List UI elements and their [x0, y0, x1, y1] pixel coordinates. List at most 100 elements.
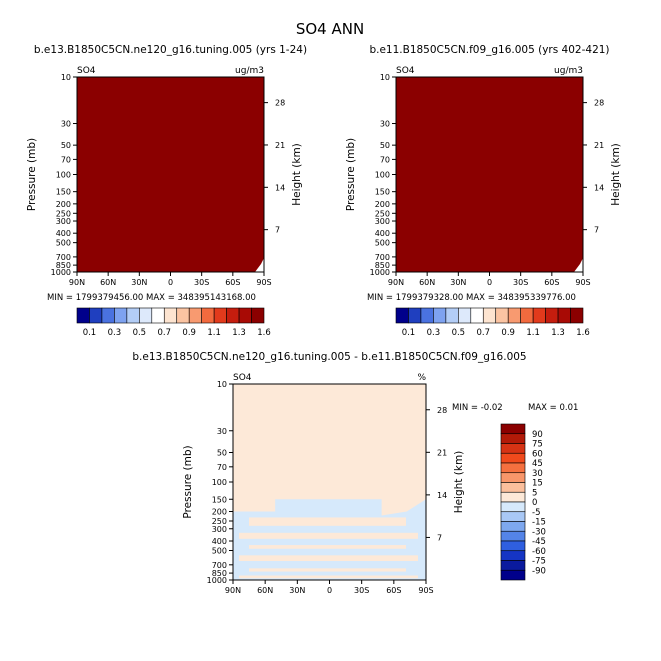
colorbar-swatch	[139, 307, 153, 324]
x-tick-label: 60N	[257, 586, 273, 595]
y-tick-label: 300	[56, 217, 71, 226]
colorbar-2: 0.1 0.3 0.5 0.7 0.9 1.1 1.3 1.6	[395, 307, 590, 338]
x-tick-label: 0	[487, 278, 492, 287]
y-tick-label: 10	[217, 380, 227, 389]
x-tick-label: 90S	[256, 278, 271, 287]
colorbar-swatch	[420, 307, 434, 324]
diff-colorbar-label: 30	[532, 469, 543, 479]
y-tick-label: 850	[56, 261, 71, 270]
colorbar-swatch	[408, 307, 422, 324]
diff-colorbar-swatch	[500, 443, 526, 454]
colorbar-swatch	[545, 307, 559, 324]
x-tick-label: 90S	[575, 278, 590, 287]
x-tick-label: 0	[327, 586, 332, 595]
positive-band	[239, 555, 418, 562]
y-tick-label: 10	[61, 73, 71, 82]
colorbar-swatch	[213, 307, 227, 324]
colorbar-label: 0.1	[402, 328, 416, 338]
colorbar-swatch	[507, 307, 521, 324]
colorbar-swatch	[163, 307, 178, 324]
y-tick-label: 1000	[207, 576, 227, 585]
colorbar-label: 1.6	[257, 328, 271, 338]
colorbar-label: 0.1	[83, 328, 97, 338]
y-tick-label: 100	[375, 171, 390, 180]
y-tick-label: 200	[212, 508, 227, 517]
colorbar-label: 0.5	[452, 328, 466, 338]
max-stat: MAX = 0.01	[528, 403, 578, 413]
colorbar-swatch	[495, 307, 509, 324]
x-tick-label: 30N	[289, 586, 305, 595]
y-tick-label: 700	[212, 561, 227, 570]
y-tick-label: 250	[375, 209, 390, 218]
positive-band	[249, 517, 406, 526]
height-axis-label: Height (km)	[453, 451, 465, 514]
height-axis-label: Height (km)	[610, 143, 622, 206]
colorbar-swatch	[188, 307, 202, 324]
min-max-stats: MIN = 1799379456.00 MAX = 348395143168.0…	[47, 293, 256, 303]
colorbar-label: 0.7	[158, 328, 172, 338]
diff-colorbar-swatch	[500, 511, 526, 522]
colorbar-label: 1.1	[207, 328, 221, 338]
panel-3: b.e13.B1850C5CN.ne120_g16.tuning.005 - b…	[132, 351, 578, 595]
colorbar-label: 0.9	[182, 328, 196, 338]
y-tick-label: 150	[56, 188, 71, 197]
height-tick-label: 14	[594, 183, 604, 192]
colorbar-swatch	[151, 307, 165, 324]
y-tick-label: 1000	[51, 268, 71, 277]
diff-colorbar-label: -75	[532, 557, 546, 567]
units-label: %	[417, 373, 426, 383]
y-tick-label: 100	[212, 478, 227, 487]
y-tick-label: 400	[56, 229, 71, 238]
colorbar-label: 1.3	[551, 328, 565, 338]
panel-1: b.e13.B1850C5CN.ne120_g16.tuning.005 (yr…	[26, 44, 307, 303]
diff-colorbar-swatch	[500, 433, 526, 444]
diff-colorbar-swatch	[500, 530, 526, 542]
diff-colorbar-swatch	[500, 521, 526, 532]
y-tick-label: 400	[375, 229, 390, 238]
pressure-axis-label: Pressure (mb)	[182, 445, 194, 518]
diff-colorbar-label: 0	[532, 498, 537, 508]
diff-colorbar-label: -60	[532, 547, 546, 557]
positive-band	[239, 532, 418, 539]
height-tick-label: 28	[594, 99, 604, 108]
variable-label: SO4	[77, 66, 96, 76]
colorbar-swatch	[470, 307, 484, 324]
colorbar-swatch	[445, 307, 459, 324]
y-tick-label: 400	[212, 537, 227, 546]
diff-colorbar-swatch	[500, 491, 526, 503]
diff-colorbar-swatch	[500, 452, 526, 464]
positive-band	[239, 575, 418, 579]
min-max-stats: MIN = 1799379328.00 MAX = 348395339776.0…	[367, 293, 576, 303]
pressure-axis-label: Pressure (mb)	[345, 138, 357, 211]
y-tick-label: 100	[56, 171, 71, 180]
x-tick-label: 90S	[418, 586, 433, 595]
y-tick-label: 10	[380, 73, 390, 82]
units-label: ug/m3	[235, 66, 264, 76]
colorbar-label: 1.1	[526, 328, 540, 338]
panel-title: b.e13.B1850C5CN.ne120_g16.tuning.005 (yr…	[34, 44, 307, 56]
y-tick-label: 700	[56, 253, 71, 262]
x-tick-label: 60S	[544, 278, 559, 287]
plots-layer: b.e13.B1850C5CN.ne120_g16.tuning.005 (yr…	[26, 44, 622, 595]
variable-label: SO4	[396, 66, 415, 76]
y-tick-label: 200	[375, 200, 390, 209]
colorbar-swatch	[557, 307, 571, 324]
x-tick-label: 60S	[386, 586, 401, 595]
x-tick-label: 30S	[194, 278, 209, 287]
height-tick-label: 28	[437, 406, 447, 415]
y-tick-label: 200	[56, 200, 71, 209]
panel-2: b.e11.B1850C5CN.f09_g16.005 (yrs 402-421…	[345, 44, 622, 303]
x-tick-label: 60N	[100, 278, 116, 287]
colorbar-swatch	[395, 307, 409, 324]
y-tick-label: 150	[375, 188, 390, 197]
height-tick-label: 21	[275, 141, 285, 150]
diff-colorbar-label: -45	[532, 537, 546, 547]
diff-colorbar-swatch	[500, 472, 526, 483]
diff-colorbar-swatch	[500, 560, 526, 571]
colorbar-swatch	[433, 307, 447, 324]
y-tick-label: 30	[380, 120, 390, 129]
colorbar-swatch	[226, 307, 240, 324]
diff-colorbar-swatch	[500, 482, 526, 493]
plot-area-fill	[77, 77, 264, 272]
